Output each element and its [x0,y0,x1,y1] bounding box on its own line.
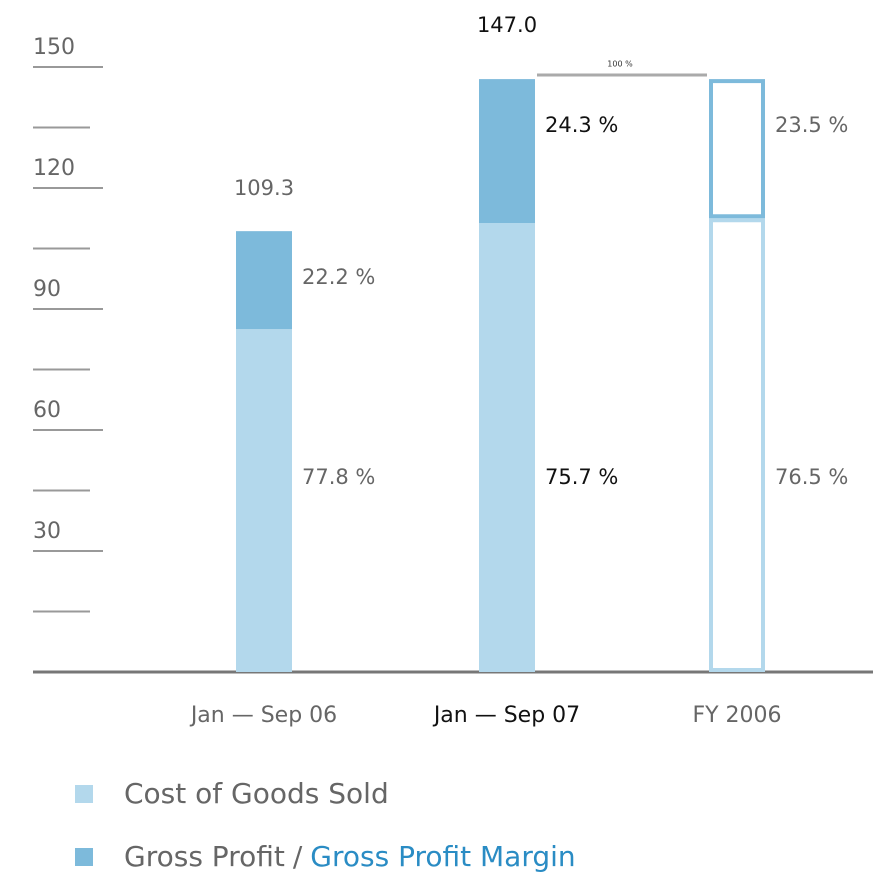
bar-segment [709,218,765,672]
bar-segment [236,329,292,672]
y-tick-label: 30 [33,519,61,544]
share-label: 77.8 % [302,465,375,489]
legend-name: Gross Profit [124,840,285,873]
share-label: 23.5 % [775,113,848,137]
bar-segment [709,79,765,219]
legend-separator: / [293,840,303,873]
y-tick-label: 120 [33,156,75,181]
total-label: 147.0 [477,13,537,37]
share-label: 75.7 % [545,465,618,489]
annotation: 100 % [607,60,633,69]
x-tick-label: FY 2006 [692,703,781,728]
x-tick-label: Jan — Sep 06 [189,703,337,728]
share-label: 76.5 % [775,465,848,489]
x-tick-label: Jan — Sep 07 [432,703,580,728]
bar-segment [479,79,535,224]
y-tick-label: 90 [33,277,61,302]
legend-name: Cost of Goods Sold [124,777,389,810]
bar-segment [236,231,292,330]
legend-note: Gross Profit Margin [310,840,575,873]
share-label: 24.3 % [545,113,618,137]
total-label: 109.3 [234,176,294,200]
legend-label: Gross Profit / Gross Profit Margin [124,840,576,873]
legend-label: Cost of Goods Sold [124,777,389,810]
share-label: 22.2 % [302,265,375,289]
y-tick-label: 60 [33,398,61,423]
legend-swatch [75,785,93,803]
legend-swatch [75,848,93,866]
y-tick-label: 150 [33,35,75,60]
bar-segment [479,223,535,672]
